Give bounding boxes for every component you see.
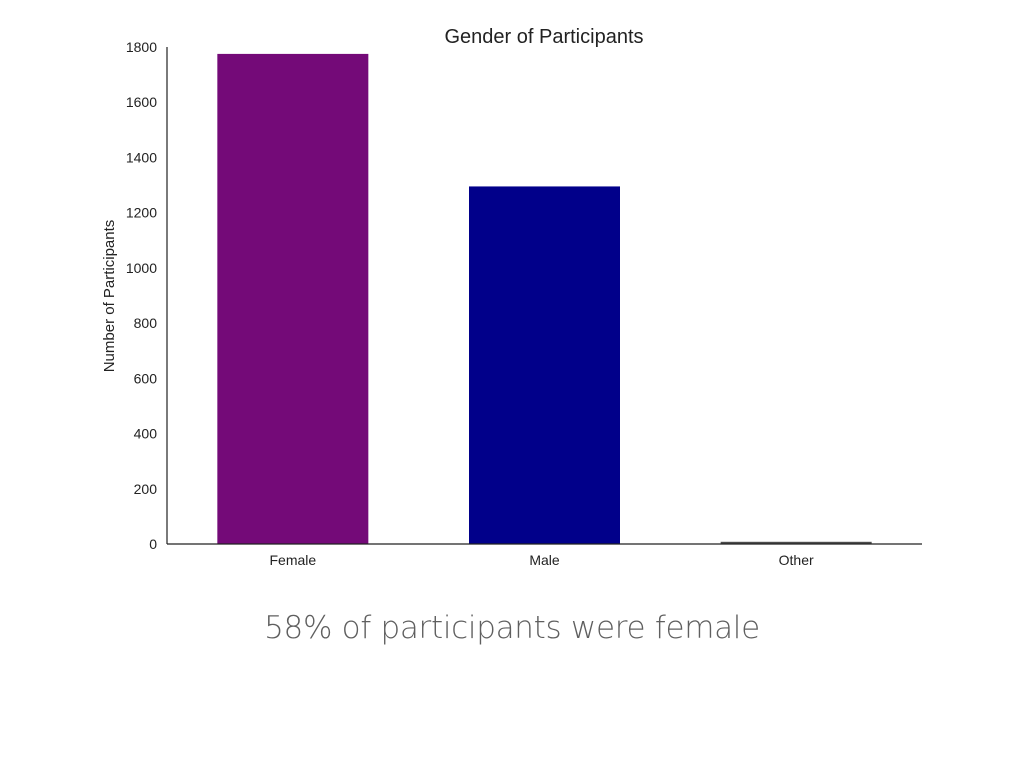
bar-other <box>720 541 872 544</box>
y-tick-label: 1800 <box>126 39 157 55</box>
y-tick-label: 600 <box>134 370 158 386</box>
y-tick-label: 1000 <box>126 260 157 276</box>
y-tick-label: 400 <box>134 426 158 442</box>
x-ticks-layer: Female Male Other <box>269 552 814 568</box>
bar-female <box>217 53 369 545</box>
y-tick-label: 0 <box>149 536 157 552</box>
bars-layer <box>217 53 872 545</box>
y-tick-label: 1400 <box>126 149 157 165</box>
chart-svg: Gender of Participants Number of Partici… <box>101 26 922 568</box>
caption-text: 58% of participants were female <box>264 610 760 646</box>
bar-chart: Gender of Participants Number of Partici… <box>101 26 922 568</box>
y-tick-label: 200 <box>134 481 158 497</box>
y-tick-label: 1600 <box>126 94 157 110</box>
chart-title: Gender of Participants <box>445 26 644 48</box>
x-tick-label: Male <box>529 552 560 568</box>
y-tick-label: 800 <box>134 315 158 331</box>
x-tick-label: Female <box>269 552 316 568</box>
y-ticks-layer: 0 200 400 600 800 1000 1200 1400 1600 1800 <box>126 39 157 552</box>
x-tick-label: Other <box>779 552 814 568</box>
bar-male <box>469 186 620 545</box>
y-axis-label: Number of Participants <box>101 220 118 373</box>
y-tick-label: 1200 <box>126 205 157 221</box>
